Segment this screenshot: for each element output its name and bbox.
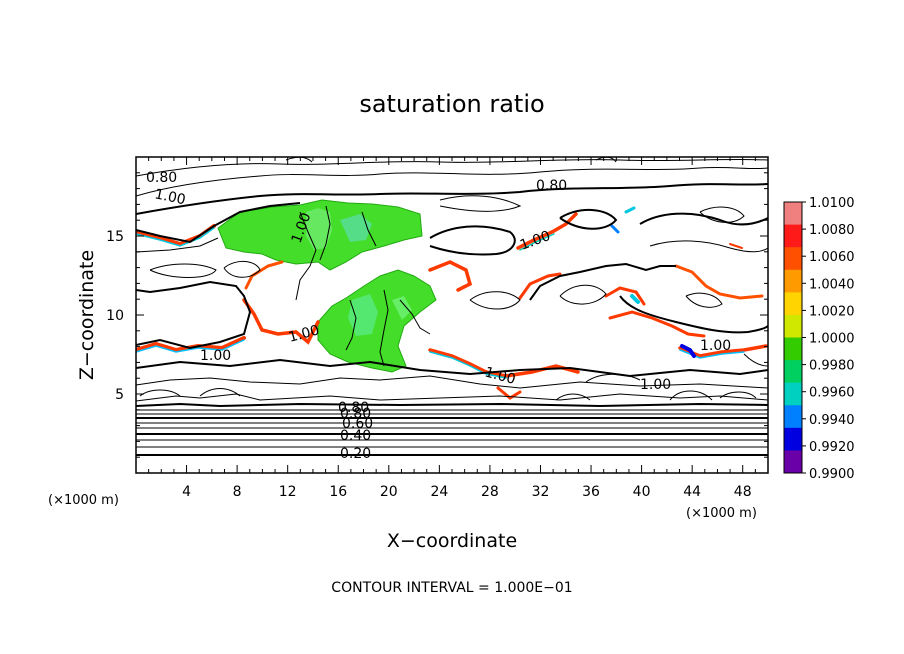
contour-label: 0.40 [340,428,371,444]
y-unit-label: (×1000 m) [48,493,119,508]
x-axis: 4 8 12 16 20 24 28 32 36 40 44 48 [148,157,756,500]
contour-label: 1.00 [700,338,731,354]
colorbar-swatch [784,382,802,406]
contour-label: 1.00 [483,364,517,388]
colorbar-swatch [784,247,802,271]
colorbar: 1.0100 1.0080 1.0060 1.0040 1.0020 1.0000 0.99… [783,196,855,482]
contour-label: 0.80 [536,178,567,194]
y-tick-label: 15 [106,229,124,245]
x-tick-label: 40 [633,484,651,500]
contour-label: 0.60 [342,416,373,432]
colorbar-swatch [784,450,802,474]
x-tick-label: 28 [481,484,499,500]
contour-label: 0.80 [338,400,369,416]
contour-label: 1.00 [640,377,671,393]
colorbar-swatch [784,405,802,429]
contour-label: 1.00 [153,186,187,208]
colorbar-label: 1.0080 [809,223,855,238]
y-axis: 5 10 15 [106,172,768,458]
contour-label: 0.80 [340,406,371,422]
contour-label: 1.00 [200,348,231,364]
colorbar-label: 1.0060 [809,250,855,265]
colorbar-label: 1.0000 [809,332,855,347]
colorbar-swatch [784,292,802,316]
colorbar-label: 0.9920 [809,440,855,455]
colorbar-label: 1.0100 [809,196,855,211]
y-tick-label: 10 [106,308,124,324]
colorbar-label: 0.9960 [809,386,855,401]
x-tick-label: 4 [182,484,191,500]
colorbar-swatch [784,202,802,226]
contour-lines [136,157,768,456]
x-tick-label: 24 [430,484,448,500]
contour-label: 0.20 [340,446,371,462]
colorbar-label: 0.9980 [809,359,855,374]
x-axis-title: X−coordinate [387,530,517,552]
fringe-bands [136,206,768,400]
colorbar-swatch [784,337,802,361]
x-unit-label: (×1000 m) [686,506,757,521]
colorbar-swatch [784,427,802,451]
x-tick-label: 20 [380,484,398,500]
colorbar-swatch [784,224,802,248]
x-tick-label: 44 [683,484,701,500]
y-axis-title: Z−coordinate [76,250,98,380]
colorbar-label: 1.0040 [809,277,855,292]
x-tick-label: 16 [329,484,347,500]
x-tick-label: 32 [532,484,550,500]
y-tick-label: 5 [115,387,124,403]
chart-title: saturation ratio [359,90,544,118]
x-tick-label: 36 [582,484,600,500]
colorbar-swatch [784,360,802,384]
contour-interval-note: CONTOUR INTERVAL = 1.000E−01 [331,580,572,596]
colorbar-label: 0.9900 [809,467,855,482]
colorbar-swatch [784,314,802,338]
colorbar-label: 1.0020 [809,304,855,319]
x-tick-label: 48 [734,484,752,500]
contour-label: 0.80 [146,170,177,186]
contour-label: 1.00 [287,322,321,346]
plot-area: 0.20 0.40 0.60 0.80 0.80 0.80 1.00 1.00 … [136,157,768,473]
saturated-region-upper [217,199,423,271]
x-tick-label: 8 [233,484,242,500]
colorbar-swatch [784,269,802,293]
colorbar-label: 0.9940 [809,413,855,428]
x-tick-label: 12 [279,484,297,500]
